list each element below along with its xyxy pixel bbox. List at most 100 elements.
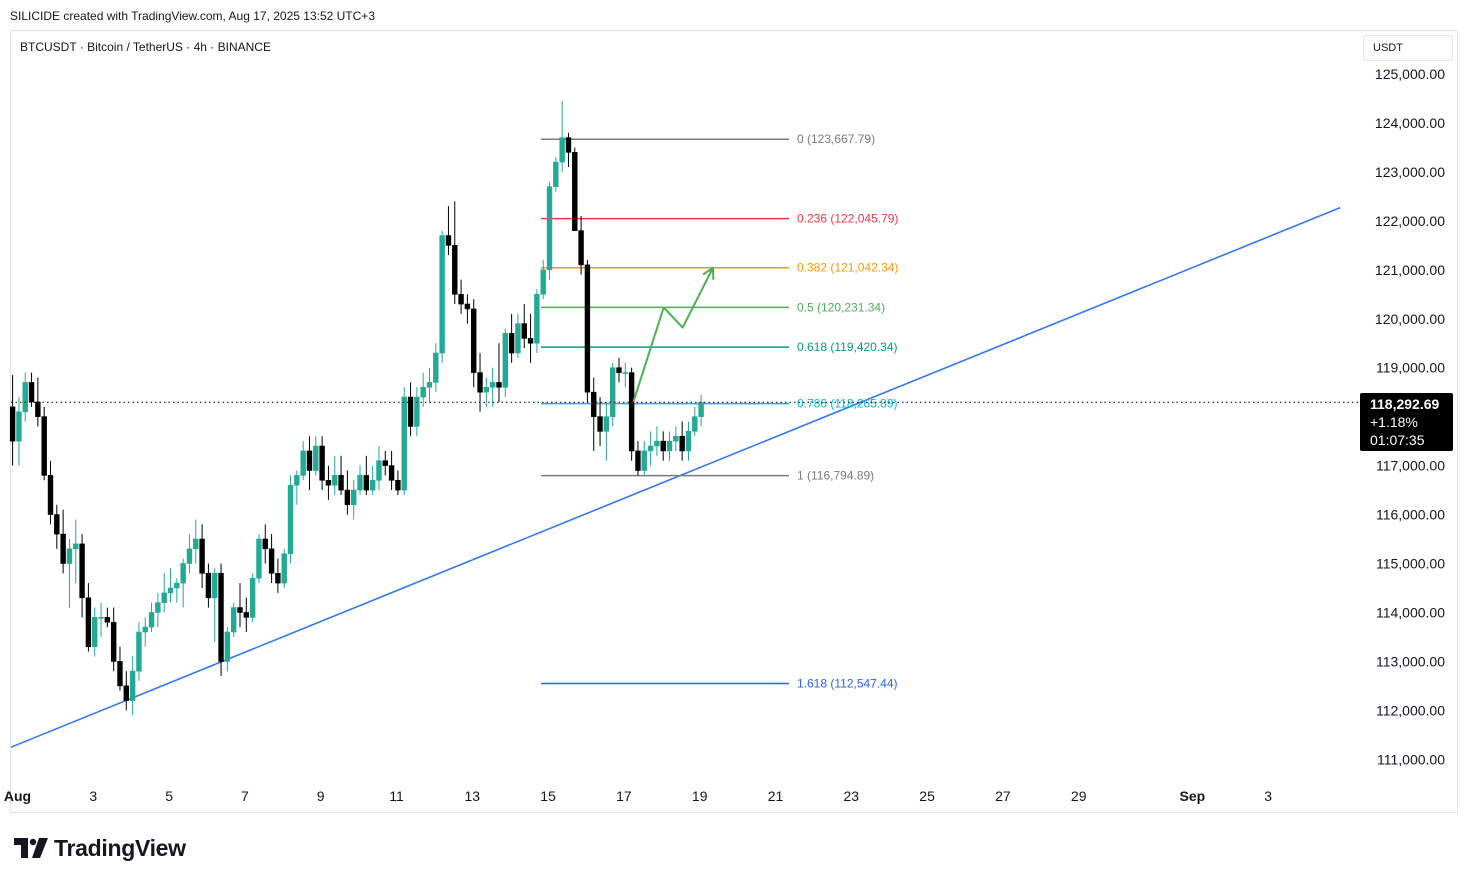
bullish-candle (502, 328, 508, 398)
time-axis-tick-label: 23 (844, 788, 860, 804)
bearish-candle (628, 367, 635, 461)
bearish-candle (243, 597, 250, 633)
bearish-candle (123, 671, 130, 711)
time-axis-tick-label: 3 (1264, 788, 1272, 804)
bearish-candle (325, 465, 332, 500)
bullish-candle (142, 617, 148, 647)
bullish-candle (369, 465, 376, 495)
bullish-candle (167, 568, 174, 603)
bearish-candle (54, 504, 60, 549)
bullish-candle (256, 534, 262, 584)
time-axis-tick-label: 27 (995, 788, 1011, 804)
time-axis-tick-label: 29 (1071, 788, 1087, 804)
price-axis-tick-label: 122,000.00 (1375, 213, 1445, 229)
bearish-candle (104, 607, 111, 628)
bullish-candle (553, 157, 559, 192)
bullish-candle (66, 539, 73, 608)
bearish-candle (35, 377, 41, 427)
bullish-candle (622, 362, 629, 388)
fib-level-label: 0.382 (121,042.34) (797, 261, 898, 275)
bearish-candle (117, 646, 123, 691)
tradingview-logo-text: TradingView (54, 834, 186, 861)
bullish-candle (609, 362, 616, 427)
bearish-candle (306, 436, 313, 491)
price-axis[interactable]: 111,000.00 112,000.00 113,000.00 114,000.00… (1375, 66, 1445, 767)
bullish-candle (249, 573, 256, 623)
tradingview-logo[interactable]: TradingView (14, 834, 186, 862)
bearish-candle (344, 470, 351, 515)
fib-level-label: 1 (116,794.89) (797, 469, 874, 483)
bearish-candle (395, 470, 401, 495)
bullish-candle (294, 470, 300, 505)
fib-level-label: 0.5 (120,231.34) (797, 300, 885, 314)
bearish-candle (616, 357, 622, 383)
time-axis-tick-label: 17 (616, 788, 632, 804)
bullish-candle (212, 568, 218, 642)
bearish-candle (41, 406, 47, 481)
fibonacci-retracement[interactable]: 0 (123,667.79) 0.236 (122,045.79) 0.382 (1… (541, 132, 898, 691)
bearish-candle (584, 260, 591, 402)
bearish-candle (275, 558, 281, 593)
bullish-candle (433, 343, 439, 393)
bearish-candle (319, 436, 325, 491)
bullish-candle (420, 372, 426, 407)
fib-level-label: 0.618 (119,420.34) (797, 340, 898, 354)
ascending-trendline[interactable] (0, 206, 1341, 760)
last-price-change: +1.18% (1370, 414, 1418, 430)
bullish-candle (180, 558, 186, 608)
bullish-candle (546, 181, 553, 280)
bearish-candle (79, 534, 85, 618)
trendline-layer (0, 206, 1341, 760)
bearish-candle (445, 206, 452, 256)
time-axis-tick-label: 19 (692, 788, 708, 804)
bullish-candle (666, 431, 673, 461)
bearish-candle (578, 215, 584, 275)
bearish-candle (237, 583, 243, 628)
bullish-candle (22, 372, 28, 422)
time-axis-tick-label: 9 (317, 788, 325, 804)
bearish-candle (565, 132, 572, 168)
bullish-candle (332, 455, 338, 495)
price-axis-tick-label: 123,000.00 (1375, 164, 1445, 180)
bearish-candle (521, 304, 527, 349)
bearish-candle (597, 397, 603, 447)
bearish-candle (28, 372, 35, 407)
bullish-candle (559, 100, 565, 172)
time-axis[interactable]: Aug 3 5 7 9 11 13 15 17 19 21 23 25 27 29 Sep 3 (4, 788, 1272, 804)
bearish-candle (452, 201, 458, 305)
fib-level-label: 1.618 (112,547.44) (797, 677, 898, 691)
tradingview-logo-icon (14, 838, 48, 858)
price-axis-tick-label: 119,000.00 (1376, 360, 1445, 376)
price-axis-tick-label: 114,000.00 (1376, 604, 1445, 620)
price-axis-tick-label: 117,000.00 (1376, 458, 1445, 474)
bearish-candle (205, 563, 212, 608)
price-axis-tick-label: 115,000.00 (1376, 556, 1445, 572)
time-axis-tick-label: 11 (389, 788, 404, 804)
projection-path[interactable] (632, 267, 714, 403)
time-axis-tick-label: 3 (89, 788, 97, 804)
bullish-candle (685, 421, 692, 461)
bullish-candle (16, 397, 22, 466)
price-axis-unit[interactable]: USDT (1363, 35, 1453, 61)
last-price-value: 118,292.69 (1370, 396, 1440, 412)
price-axis-tick-label: 121,000.00 (1375, 262, 1445, 278)
symbol-info[interactable]: BTCUSDT · Bitcoin / TetherUS · 4h · BINA… (20, 40, 271, 54)
price-axis-tick-label: 124,000.00 (1375, 115, 1445, 131)
bullish-candle (647, 431, 654, 466)
bearish-candle (464, 294, 471, 324)
bullish-candle (426, 367, 433, 402)
bullish-candle (155, 592, 161, 628)
candles-layer (9, 100, 704, 716)
bearish-candle (9, 375, 16, 466)
bearish-candle (477, 353, 483, 412)
bearish-candle (471, 299, 477, 388)
bullish-candle (641, 441, 647, 476)
bullish-candle (281, 548, 287, 588)
bullish-candle (174, 578, 180, 603)
bearish-candle (496, 343, 502, 402)
price-axis-tick-label: 112,000.00 (1376, 702, 1445, 718)
bullish-candle (313, 436, 319, 476)
bullish-candle (414, 387, 420, 437)
bullish-candle (483, 377, 490, 407)
